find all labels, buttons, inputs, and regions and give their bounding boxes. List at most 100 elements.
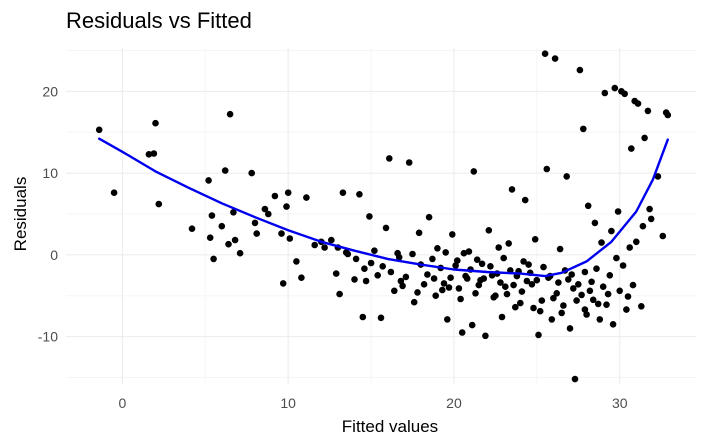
data-point bbox=[95, 126, 103, 134]
data-point bbox=[518, 288, 526, 295]
data-point bbox=[447, 274, 454, 282]
data-point bbox=[556, 245, 564, 253]
x-axis-title: Fitted values bbox=[342, 417, 438, 436]
data-point bbox=[210, 255, 217, 263]
data-point bbox=[543, 165, 551, 173]
data-point bbox=[482, 332, 489, 340]
data-point bbox=[626, 244, 633, 251]
data-point bbox=[425, 213, 433, 221]
data-point bbox=[495, 244, 503, 251]
y-tick-label: 20 bbox=[42, 83, 58, 99]
data-point bbox=[445, 284, 453, 291]
data-point bbox=[647, 215, 655, 223]
data-point bbox=[374, 272, 382, 279]
y-tick-label: -10 bbox=[38, 329, 58, 345]
data-point bbox=[521, 196, 529, 204]
data-point bbox=[535, 331, 542, 339]
data-point bbox=[654, 173, 662, 180]
data-point bbox=[359, 313, 367, 321]
data-point bbox=[505, 240, 512, 247]
data-point bbox=[152, 119, 159, 127]
data-point bbox=[601, 89, 609, 97]
data-point bbox=[603, 301, 610, 309]
data-point bbox=[517, 299, 524, 307]
data-point bbox=[283, 203, 290, 210]
data-point bbox=[621, 90, 628, 98]
data-point bbox=[578, 291, 585, 299]
data-point bbox=[248, 169, 255, 177]
y-tick-label: 10 bbox=[42, 165, 58, 181]
data-point bbox=[616, 287, 623, 295]
data-point bbox=[231, 236, 239, 244]
data-point bbox=[580, 125, 587, 133]
data-point bbox=[659, 232, 667, 240]
data-point bbox=[424, 271, 431, 278]
data-point bbox=[410, 298, 418, 306]
data-point bbox=[599, 283, 607, 291]
data-point bbox=[271, 192, 279, 200]
data-point bbox=[568, 271, 575, 278]
y-axis-title: Residuals bbox=[11, 177, 30, 252]
data-point bbox=[598, 239, 605, 246]
data-point bbox=[468, 321, 476, 329]
data-point bbox=[531, 236, 539, 243]
data-point bbox=[644, 107, 652, 115]
data-point bbox=[251, 219, 259, 227]
data-point bbox=[460, 249, 468, 257]
data-point bbox=[429, 255, 436, 263]
data-point bbox=[391, 287, 398, 295]
data-point bbox=[576, 66, 584, 74]
data-point bbox=[633, 238, 640, 246]
data-point bbox=[286, 235, 294, 242]
data-point bbox=[613, 254, 620, 262]
data-point bbox=[541, 50, 549, 57]
data-point bbox=[490, 294, 498, 301]
data-point bbox=[449, 231, 456, 238]
data-point bbox=[278, 230, 285, 237]
data-point bbox=[371, 247, 378, 254]
y-tick-label: 0 bbox=[50, 247, 58, 263]
data-point bbox=[434, 245, 441, 252]
data-point bbox=[560, 302, 567, 309]
data-point bbox=[646, 205, 653, 213]
data-point bbox=[487, 263, 494, 270]
data-point bbox=[498, 313, 506, 321]
data-point bbox=[110, 189, 118, 196]
x-tick-label: 20 bbox=[446, 395, 462, 411]
data-point bbox=[145, 151, 153, 158]
data-point bbox=[500, 254, 508, 262]
data-point bbox=[555, 279, 562, 286]
data-point bbox=[604, 290, 612, 298]
data-point bbox=[536, 307, 544, 315]
data-point bbox=[439, 286, 446, 294]
data-point bbox=[609, 321, 617, 328]
data-point bbox=[558, 309, 565, 317]
data-point bbox=[497, 279, 504, 286]
data-point bbox=[583, 311, 590, 318]
data-point bbox=[379, 263, 387, 270]
data-point bbox=[551, 55, 559, 62]
data-point bbox=[581, 268, 589, 276]
data-point bbox=[279, 280, 287, 287]
data-point bbox=[188, 225, 196, 232]
smooth-line bbox=[98, 137, 669, 278]
data-point bbox=[405, 159, 413, 166]
data-point bbox=[155, 200, 163, 208]
data-point bbox=[588, 278, 595, 286]
data-point bbox=[395, 253, 403, 261]
data-point bbox=[465, 248, 473, 255]
data-point bbox=[332, 270, 340, 277]
data-point bbox=[512, 303, 519, 311]
data-point bbox=[510, 281, 517, 289]
data-point bbox=[236, 249, 244, 257]
data-point bbox=[328, 236, 335, 244]
data-point bbox=[584, 202, 592, 210]
data-point bbox=[563, 173, 570, 180]
data-point bbox=[596, 316, 604, 323]
data-point bbox=[533, 276, 541, 284]
data-point bbox=[206, 234, 214, 241]
data-point bbox=[455, 285, 463, 292]
data-point bbox=[265, 210, 272, 218]
data-point bbox=[470, 168, 478, 175]
data-point bbox=[221, 167, 229, 174]
